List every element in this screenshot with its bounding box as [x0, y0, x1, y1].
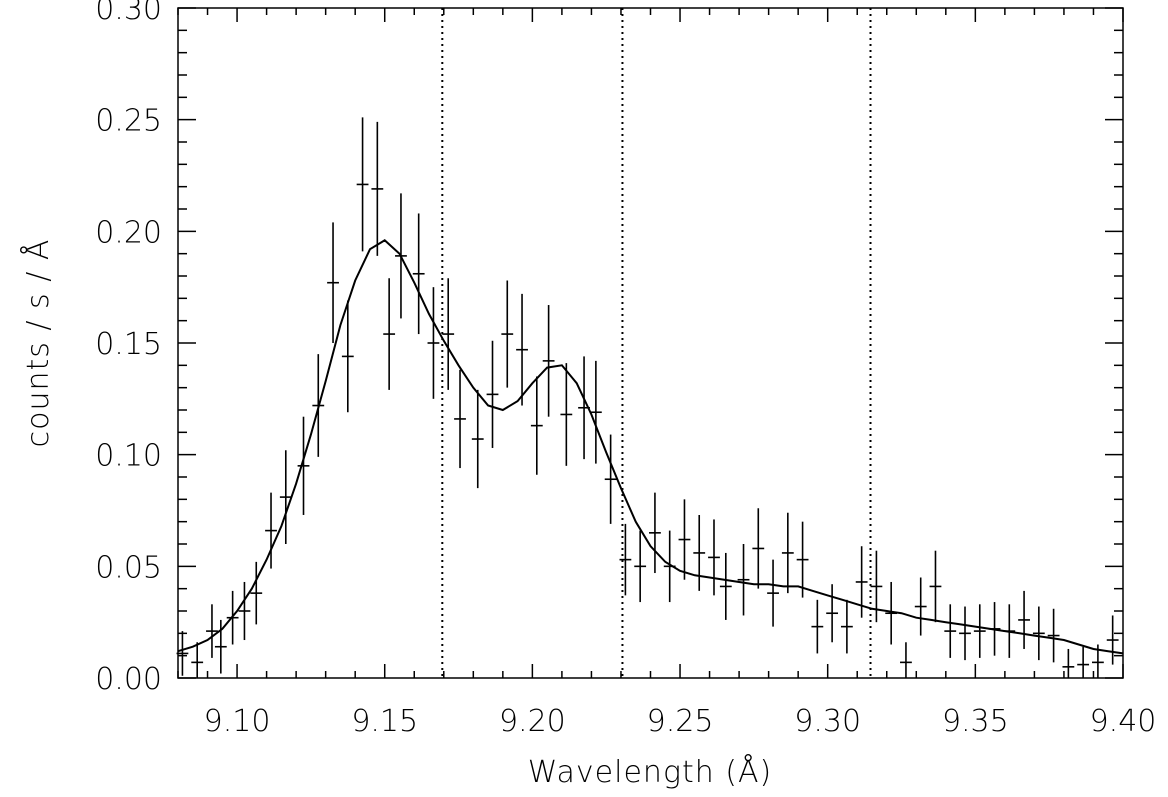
- data-point: [1003, 604, 1016, 658]
- y-tick-label: 0.20: [95, 215, 162, 250]
- data-point: [634, 530, 647, 603]
- data-point: [238, 581, 251, 641]
- data-point: [737, 544, 750, 616]
- data-point: [501, 280, 514, 388]
- x-tick-label: 9.20: [499, 704, 566, 739]
- y-tick-label: 0.15: [95, 327, 162, 362]
- x-tick-label: 9.10: [204, 704, 271, 739]
- data-point: [341, 300, 354, 413]
- data-point: [214, 619, 227, 674]
- data-point: [708, 519, 720, 596]
- data-point: [471, 389, 484, 489]
- y-tick-label: 0.05: [95, 550, 162, 585]
- data-point: [206, 604, 218, 658]
- y-tick-label: 0.25: [95, 104, 162, 139]
- data-point: [870, 550, 883, 623]
- data-point: [914, 577, 927, 636]
- data-point: [663, 530, 676, 603]
- vertical-reference-lines: [441, 8, 872, 678]
- data-point: [265, 492, 277, 569]
- data-point: [530, 376, 543, 475]
- y-axis-label: counts / s / Å: [19, 239, 56, 448]
- data-point: [944, 604, 957, 658]
- data-point: [442, 278, 455, 390]
- data-point: [356, 117, 369, 252]
- data-point: [191, 642, 204, 678]
- data-point: [226, 590, 239, 645]
- data-point: [1106, 615, 1119, 665]
- data-point: [327, 222, 339, 343]
- data-point: [312, 354, 325, 457]
- data-point: [781, 512, 794, 594]
- x-tick-label: 9.35: [942, 704, 1009, 739]
- data-point: [604, 434, 617, 524]
- data-point: [1018, 590, 1030, 649]
- y-tick-label: 0.30: [95, 0, 162, 27]
- y-tick-label: 0.00: [95, 662, 162, 697]
- data-point: [1062, 648, 1075, 678]
- data-point: [649, 492, 661, 574]
- data-point: [719, 552, 732, 620]
- data-point: [297, 416, 310, 515]
- x-axis-label: Wavelength (Å): [528, 753, 772, 790]
- data-point: [395, 193, 407, 319]
- x-tick-label: 9.25: [647, 704, 714, 739]
- data-point: [693, 514, 706, 591]
- x-tick-label: 9.40: [1090, 704, 1157, 739]
- data-point: [412, 213, 425, 335]
- data-point: [383, 278, 396, 390]
- data-point: [752, 508, 765, 589]
- data-point: [542, 305, 555, 417]
- data-point: [1091, 644, 1104, 678]
- data-point: [767, 559, 779, 627]
- data-point: [578, 356, 590, 460]
- data-point: [826, 584, 839, 643]
- data-point: [973, 604, 986, 658]
- data-point: [959, 606, 971, 661]
- model-curve-group: [177, 239, 1124, 655]
- data-point: [516, 293, 528, 406]
- data-point: [250, 561, 263, 625]
- data-point: [900, 642, 912, 678]
- plot-frame: [177, 7, 1124, 679]
- data-point: [796, 521, 809, 598]
- data-point: [840, 599, 853, 654]
- data-point: [427, 287, 440, 399]
- data-point: [855, 546, 868, 618]
- data-points: [176, 117, 1119, 678]
- data-point: [885, 581, 898, 645]
- model-curve: [177, 239, 1124, 655]
- y-ticks: 0.00 0.05 0.10 0.15 0.20 0.25 0.30: [95, 0, 1123, 697]
- y-tick-label: 0.10: [95, 439, 162, 474]
- data-point: [929, 550, 942, 623]
- data-point: [988, 602, 1001, 656]
- data-point: [678, 499, 691, 580]
- data-point: [589, 360, 602, 464]
- data-point: [454, 369, 466, 469]
- data-point: [619, 523, 632, 596]
- data-point: [279, 450, 292, 544]
- data-point: [1047, 608, 1060, 663]
- data-point: [486, 340, 499, 448]
- x-ticks: 9.10 9.15 9.20 9.25 9.30 9.35 9.40: [177, 8, 1157, 739]
- x-tick-label: 9.30: [794, 704, 861, 739]
- data-point: [371, 121, 384, 256]
- data-point: [560, 363, 573, 466]
- data-point: [811, 599, 824, 654]
- x-tick-label: 9.15: [351, 704, 418, 739]
- data-point: [1032, 606, 1045, 661]
- data-point: [1077, 646, 1090, 678]
